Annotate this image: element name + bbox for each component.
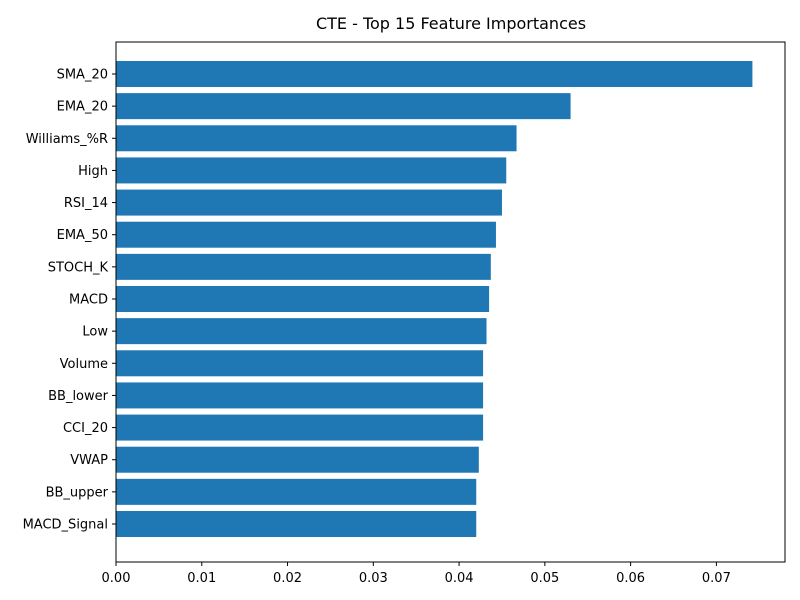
bar-EMA_50 (116, 221, 496, 248)
bar-Low (116, 318, 487, 345)
y-tick-label: CCI_20 (63, 421, 108, 436)
y-tick-label: MACD (69, 293, 108, 308)
x-tick-label: 0.05 (530, 571, 559, 586)
x-tick-label: 0.02 (273, 571, 302, 586)
y-tick-label: Volume (60, 357, 108, 372)
y-tick-label: Williams_%R (26, 132, 108, 147)
y-axis-ticks: SMA_20 EMA_20 Williams_%R High RSI_14 EMA_50 S… (23, 68, 116, 533)
x-tick-label: 0.07 (702, 571, 731, 586)
y-tick-label: EMA_50 (57, 228, 108, 243)
y-tick-label: BB_lower (48, 389, 109, 404)
y-tick-label: MACD_Signal (23, 518, 108, 533)
bar-SMA_20 (116, 61, 753, 87)
y-tick-label: EMA_20 (57, 100, 108, 115)
y-tick-label: High (78, 164, 108, 179)
bar-CCI_20 (116, 414, 484, 441)
bar-MACD_Signal (116, 511, 477, 537)
chart-title: CTE - Top 15 Feature Importances (316, 14, 586, 33)
y-tick-label: SMA_20 (57, 68, 108, 83)
bar-RSI_14 (116, 189, 502, 216)
y-tick-label: STOCH_K (48, 260, 109, 275)
bar-BB_lower (116, 382, 484, 409)
bars-group (116, 61, 753, 537)
y-tick-label: RSI_14 (64, 196, 108, 211)
x-tick-label: 0.01 (187, 571, 216, 586)
bar-VWAP (116, 446, 479, 473)
y-tick-label: Low (82, 325, 108, 340)
bar-Volume (116, 350, 484, 377)
bar-MACD (116, 286, 490, 312)
x-tick-label: 0.06 (616, 571, 645, 586)
bar-STOCH_K (116, 253, 491, 280)
bar-Williams_%R (116, 125, 517, 152)
axes-frame (115, 41, 786, 563)
y-tick-label: BB_upper (46, 485, 109, 500)
bar-EMA_20 (116, 93, 571, 120)
bar-BB_upper (116, 478, 477, 505)
x-tick-label: 0.03 (359, 571, 388, 586)
x-tick-label: 0.04 (445, 571, 474, 586)
x-tick-label: 0.00 (102, 571, 131, 586)
bar-High (116, 157, 507, 184)
x-axis-ticks: 0.00 0.01 0.02 0.03 0.04 0.05 0.06 0.07 (102, 562, 731, 586)
y-tick-label: VWAP (70, 453, 108, 468)
